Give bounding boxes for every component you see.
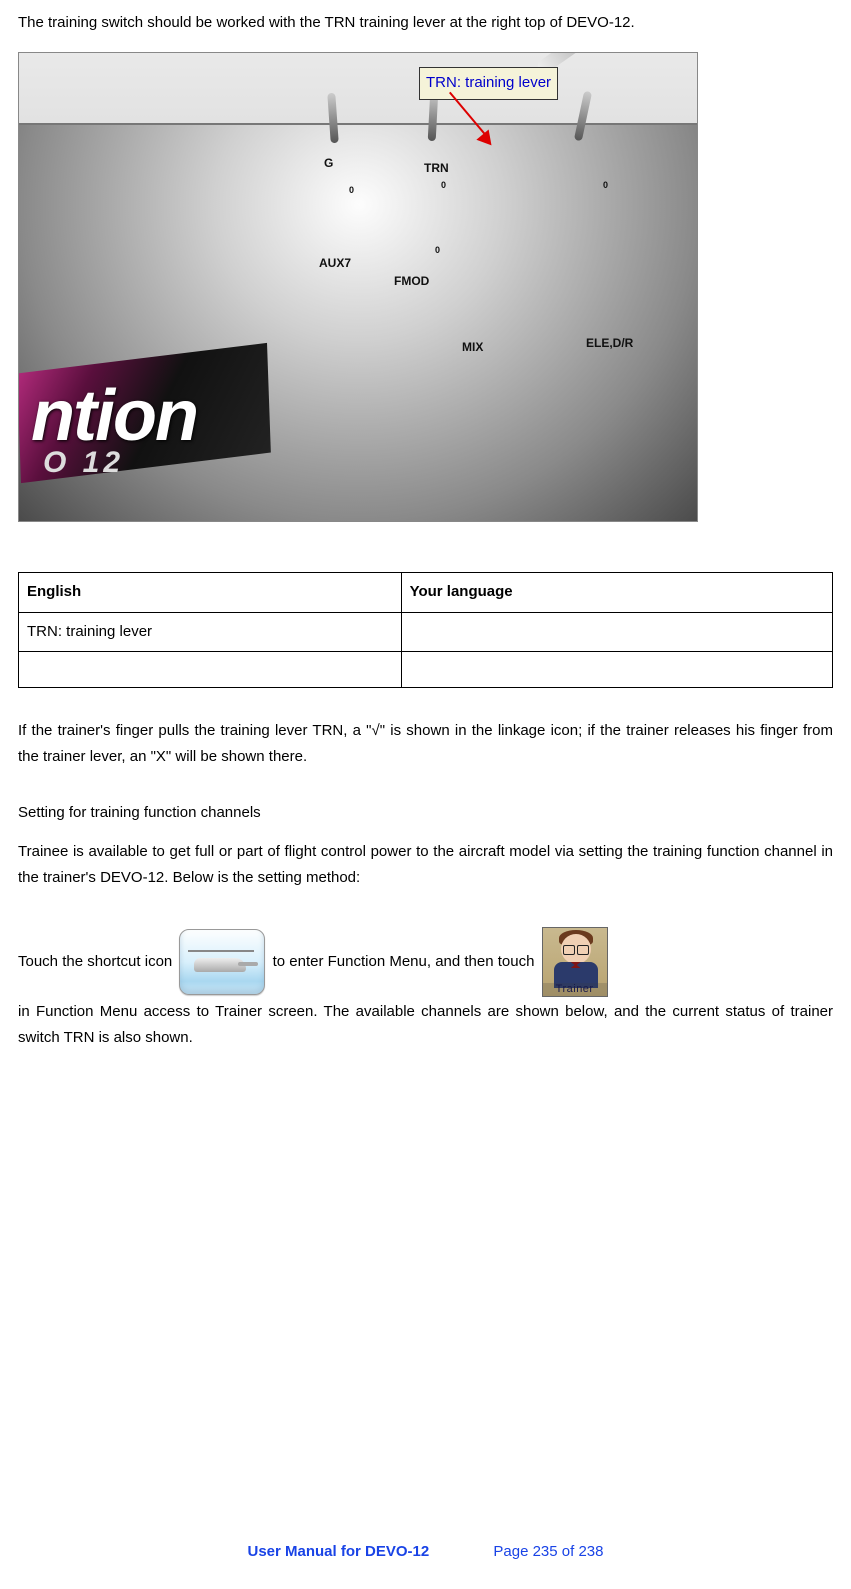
label-aux7: AUX7: [319, 253, 351, 274]
intro-paragraph: The training switch should be worked wit…: [18, 10, 833, 36]
label-num: 0: [603, 178, 608, 194]
label-fmod: FMOD: [394, 271, 429, 292]
text-before-icon1: Touch the shortcut icon: [18, 953, 172, 970]
table-header-row: English Your language: [19, 573, 833, 612]
cell-lang: [401, 651, 832, 687]
translation-table: English Your language TRN: training leve…: [18, 572, 833, 688]
footer-page-number: Page 235 of 238: [493, 1543, 603, 1560]
label-mix: MIX: [462, 337, 483, 358]
label-g: G: [324, 153, 333, 174]
label-num: 0: [435, 243, 440, 259]
callout-arrow-icon: [429, 93, 539, 143]
page-footer: User Manual for DEVO-12 Page 235 of 238: [0, 1539, 851, 1565]
label-ele: ELE,D/R: [586, 333, 633, 354]
table-row: TRN: training lever: [19, 612, 833, 651]
brand-subtext: O 12: [43, 437, 124, 490]
label-num: 0: [349, 183, 354, 199]
footer-manual-title: User Manual for DEVO-12: [248, 1543, 430, 1560]
device-photo: G TRN AUX7 FMOD MIX ELE,D/R 0 0 0 0 ntio…: [18, 52, 698, 522]
label-num: 0: [441, 178, 446, 194]
method-paragraph: Trainee is available to get full or part…: [18, 839, 833, 892]
cell-lang: [401, 612, 832, 651]
label-trn: TRN: [424, 158, 449, 179]
section-subheading: Setting for training function channels: [18, 800, 833, 826]
trainer-icon-label: Trainer: [543, 983, 607, 996]
header-your-language: Your language: [401, 573, 832, 612]
table-row: [19, 651, 833, 687]
icon-instruction-line: Touch the shortcut icon to enter Functio…: [18, 927, 833, 997]
cell-english: TRN: training lever: [19, 612, 402, 651]
trainer-icon: Trainer: [542, 927, 608, 997]
text-between-icons: to enter Function Menu, and then touch: [273, 953, 535, 970]
function-menu-icon: [179, 929, 265, 995]
cell-english: [19, 651, 402, 687]
after-icons-paragraph: in Function Menu access to Trainer scree…: [18, 999, 833, 1052]
header-english: English: [19, 573, 402, 612]
explanation-paragraph: If the trainer's finger pulls the traini…: [18, 718, 833, 771]
